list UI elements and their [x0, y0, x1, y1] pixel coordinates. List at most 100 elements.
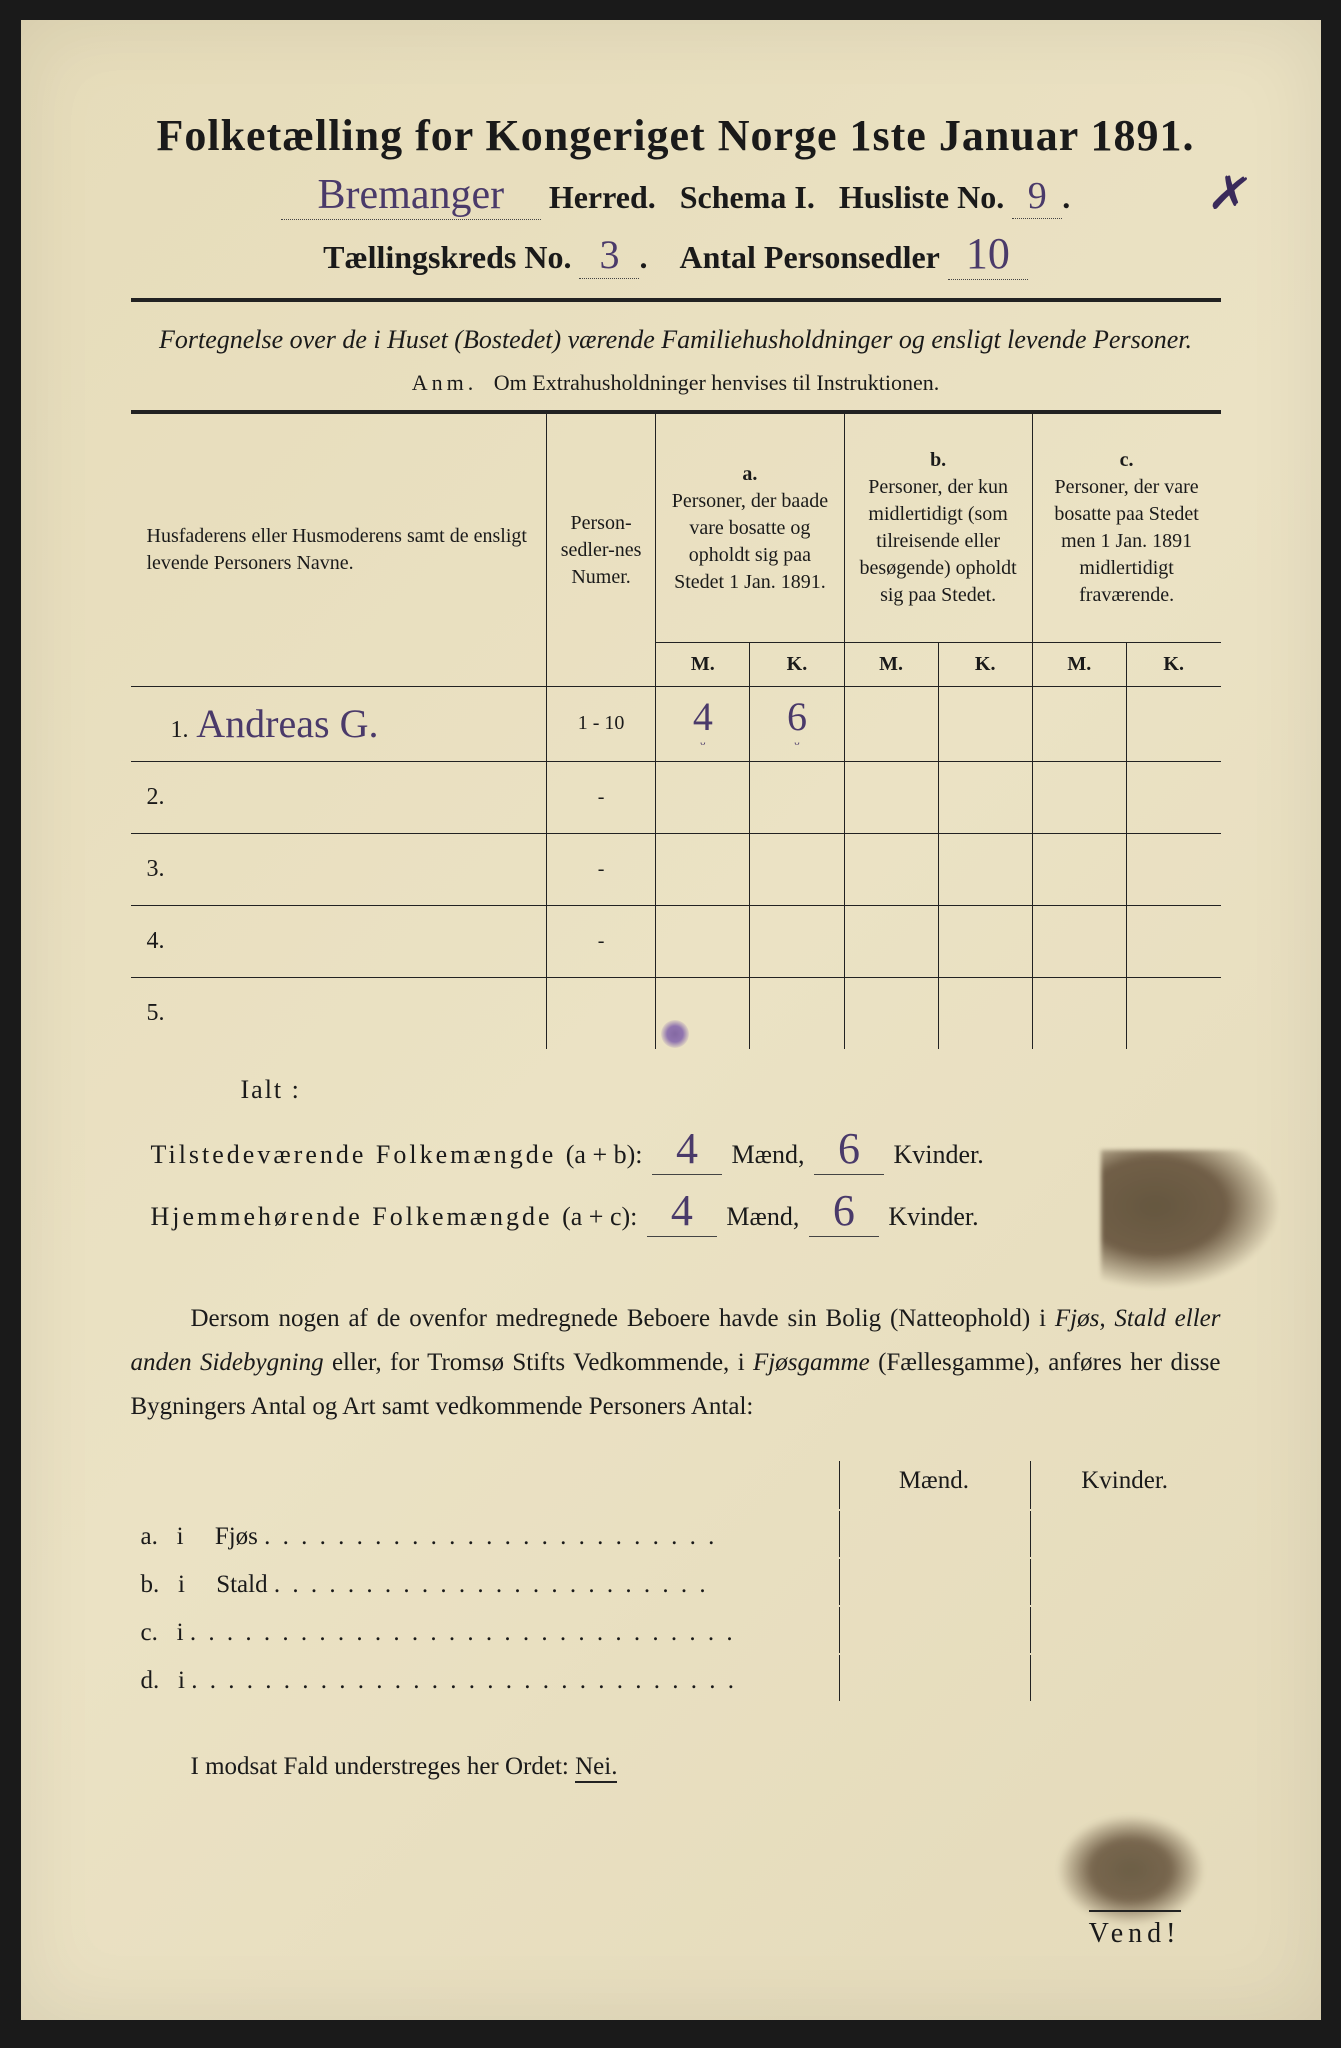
- sub-row-a: a. i Fjøs . . . . . . . . . . . . . . . …: [133, 1511, 838, 1557]
- ink-blot: [661, 1020, 689, 1048]
- cell-b-m: [844, 905, 938, 977]
- cell-a-m: [656, 833, 750, 905]
- page-title: Folketælling for Kongeriget Norge 1ste J…: [131, 110, 1221, 161]
- dotted-leader: . . . . . . . . . . . . . . . . . . . . …: [264, 1523, 717, 1550]
- row-name-cell: 2.: [131, 761, 547, 833]
- cell-b-k: [938, 977, 1032, 1049]
- table-row: 1. Andreas G. 1 - 10 4ᵕ 6ᵕ: [131, 686, 1221, 761]
- form-subtitle: Fortegnelse over de i Huset (Bostedet) v…: [131, 322, 1221, 358]
- cell-b-k: [938, 686, 1032, 761]
- summary-tilstede: Tilstedeværende Folkemængde (a + b): 4 M…: [151, 1123, 1221, 1175]
- subhead-k: K.: [938, 642, 1032, 686]
- sub-maend-cell: [839, 1559, 1028, 1605]
- vend-label: Vend!: [1089, 1910, 1181, 1950]
- sub-maend-cell: [839, 1607, 1028, 1653]
- sub-kvinder-cell: [1030, 1655, 1219, 1701]
- table-row: 2. -: [131, 761, 1221, 833]
- row-name-cell: 4.: [131, 905, 547, 977]
- anm-prefix: Anm.: [412, 370, 478, 395]
- cell-c-k: [1126, 686, 1220, 761]
- footer-instruction: I modsat Fald understreges her Ordet: Ne…: [131, 1753, 1221, 1781]
- husliste-no-handwritten: 9: [1012, 174, 1062, 219]
- cell-a-m: 4ᵕ: [656, 686, 750, 761]
- subhead-kvinder: Kvinder.: [1030, 1461, 1219, 1509]
- subhead-k: K.: [750, 642, 844, 686]
- table-row: 3. -: [131, 833, 1221, 905]
- cell-c-m: [1032, 686, 1126, 761]
- side-building-table: Mænd. Kvinder. a. i Fjøs . . . . . . . .…: [131, 1459, 1221, 1703]
- kreds-label: Tællingskreds No.: [323, 239, 571, 275]
- herred-label: Herred.: [549, 179, 656, 215]
- subhead-m: M.: [656, 642, 750, 686]
- row-num-cell: -: [546, 833, 655, 905]
- row-name-cell: 5.: [131, 977, 547, 1049]
- hjemme-maend-hw: 4: [647, 1185, 717, 1237]
- cell-a-m: [656, 905, 750, 977]
- cell-b-m: [844, 977, 938, 1049]
- summary-hjemme: Hjemmehørende Folkemængde (a + c): 4 Mæn…: [151, 1185, 1221, 1237]
- cell-a-k: [750, 977, 844, 1049]
- annotation-note: Anm. Om Extrahusholdninger henvises til …: [131, 370, 1221, 396]
- col-header-c: c. Personer, der vare bosatte paa Stedet…: [1032, 412, 1220, 642]
- row-num-cell: 1 - 10: [546, 686, 655, 761]
- sub-row-d: d. i . . . . . . . . . . . . . . . . . .…: [133, 1655, 838, 1701]
- header-line-herred: Bremanger Herred. Schema I. Husliste No.…: [131, 171, 1221, 220]
- cell-a-k: [750, 833, 844, 905]
- cell-c-m: [1032, 833, 1126, 905]
- cell-c-k: [1126, 977, 1220, 1049]
- sub-kvinder-cell: [1030, 1607, 1219, 1653]
- row-num-cell: -: [546, 761, 655, 833]
- header-line-kreds: Tællingskreds No. 3. Antal Personsedler …: [131, 228, 1221, 280]
- cell-a-k: [750, 761, 844, 833]
- husliste-label: Husliste No.: [839, 179, 1004, 215]
- cell-c-k: [1126, 833, 1220, 905]
- cell-c-k: [1126, 761, 1220, 833]
- dotted-leader: . . . . . . . . . . . . . . . . . . . . …: [191, 1667, 737, 1694]
- cell-b-m: [844, 686, 938, 761]
- dotted-leader: . . . . . . . . . . . . . . . . . . . . …: [190, 1619, 736, 1646]
- row-num-cell: [546, 977, 655, 1049]
- ink-stain: [1101, 1150, 1281, 1290]
- dotted-leader: . . . . . . . . . . . . . . . . . . . . …: [274, 1571, 709, 1598]
- row-name-cell: 3.: [131, 833, 547, 905]
- sub-row-b: b. i Stald . . . . . . . . . . . . . . .…: [133, 1559, 838, 1605]
- cell-b-k: [938, 905, 1032, 977]
- cell-a-m: [656, 761, 750, 833]
- hjemme-kvinder-hw: 6: [809, 1185, 879, 1237]
- empty-cell: [133, 1461, 838, 1509]
- ialt-label: Ialt :: [241, 1075, 1221, 1105]
- col-header-numer: Person-sedler-nes Numer.: [546, 412, 655, 686]
- herred-name-handwritten: Bremanger: [281, 171, 541, 220]
- sub-row-c: c. i . . . . . . . . . . . . . . . . . .…: [133, 1607, 838, 1653]
- sub-kvinder-cell: [1030, 1511, 1219, 1557]
- cell-c-m: [1032, 905, 1126, 977]
- schema-label: Schema I.: [680, 179, 815, 215]
- antal-handwritten: 10: [948, 228, 1028, 280]
- subhead-k: K.: [1126, 642, 1220, 686]
- instruction-paragraph: Dersom nogen af de ovenfor medregnede Be…: [131, 1297, 1221, 1428]
- kreds-no-handwritten: 3: [579, 231, 639, 279]
- table-row: 4. -: [131, 905, 1221, 977]
- col-header-a: a. Personer, der baade vare bosatte og o…: [656, 412, 844, 642]
- sub-maend-cell: [839, 1511, 1028, 1557]
- crossed-out-mark: ✗: [1204, 162, 1255, 226]
- col-header-b: b. Personer, der kun midlertidigt (som t…: [844, 412, 1032, 642]
- anm-text: Om Extrahusholdninger henvises til Instr…: [494, 370, 939, 395]
- sub-maend-cell: [839, 1655, 1028, 1701]
- subhead-m: M.: [1032, 642, 1126, 686]
- antal-label: Antal Personsedler: [679, 239, 939, 275]
- cell-b-k: [938, 833, 1032, 905]
- tilstede-kvinder-hw: 6: [814, 1123, 884, 1175]
- divider: [131, 298, 1221, 302]
- census-form-page: ✗ Folketælling for Kongeriget Norge 1ste…: [21, 20, 1321, 2020]
- cell-c-m: [1032, 977, 1126, 1049]
- cell-c-k: [1126, 905, 1220, 977]
- nei-underlined: Nei.: [575, 1753, 617, 1783]
- col-header-name: Husfaderens eller Husmoderens samt de en…: [131, 412, 547, 686]
- row-num-cell: -: [546, 905, 655, 977]
- sub-kvinder-cell: [1030, 1559, 1219, 1605]
- cell-b-k: [938, 761, 1032, 833]
- cell-b-m: [844, 761, 938, 833]
- cell-c-m: [1032, 761, 1126, 833]
- subhead-m: M.: [844, 642, 938, 686]
